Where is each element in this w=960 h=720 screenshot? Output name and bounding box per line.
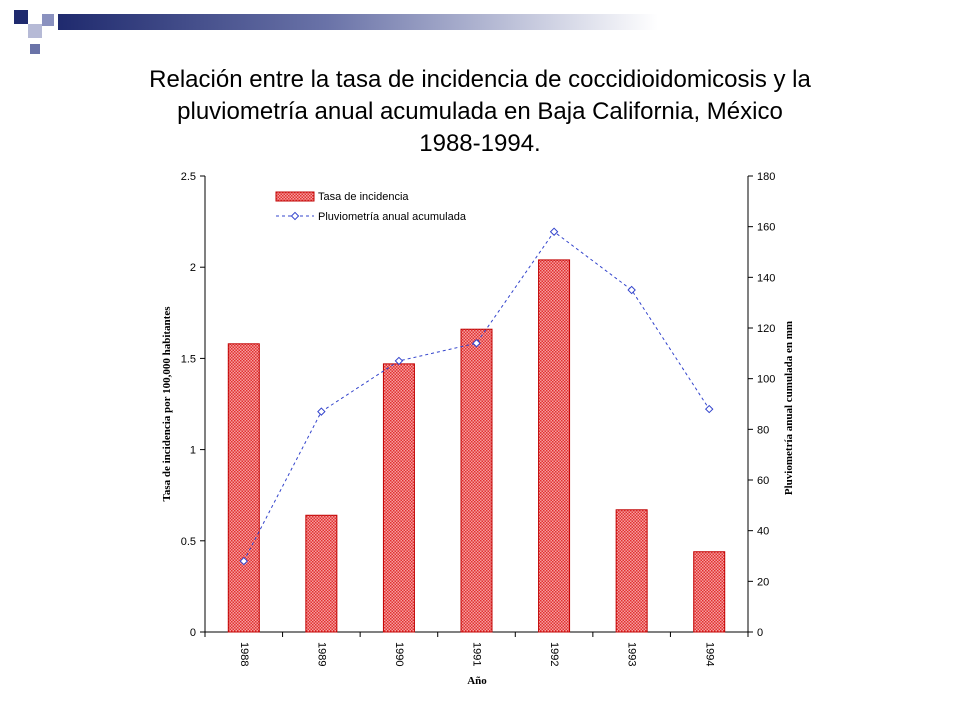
right-tick-label: 20	[757, 576, 769, 588]
bar-1993	[615, 509, 648, 633]
title-line-3: 1988-1994.	[419, 130, 541, 157]
left-tick-label: 2	[190, 262, 196, 274]
right-tick-label: 40	[757, 526, 769, 538]
bar-1989	[305, 514, 338, 633]
title-line-1: Relación entre la tasa de incidencia de …	[149, 66, 811, 93]
x-category-label: 1994	[703, 642, 715, 666]
slide-title: Relación entre la tasa de incidencia de …	[80, 64, 880, 160]
legend-line-label: Pluviometría anual acumulada	[318, 211, 467, 223]
left-tick-label: 2.5	[181, 171, 196, 183]
deco-square-mid	[42, 14, 54, 26]
right-tick-label: 140	[757, 272, 775, 284]
line-point-1989	[317, 407, 326, 416]
deco-square-small	[30, 44, 40, 54]
right-tick-label: 120	[757, 323, 775, 335]
left-tick-label: 1.5	[181, 353, 196, 365]
bar-1991	[460, 328, 493, 633]
bar-1994	[693, 551, 726, 633]
title-line-2: pluviometría anual acumulada en Baja Cal…	[177, 98, 783, 125]
y2-axis-title: Pluviometría anual cumulada en mm	[783, 321, 795, 495]
line-point-1993	[627, 285, 636, 295]
y-axis-title: Tasa de incidencia por 100,000 habitante…	[161, 306, 173, 502]
right-tick-label: 60	[757, 475, 769, 487]
line-point-1994	[704, 404, 714, 414]
line-point-1990	[394, 356, 404, 366]
legend-line-marker	[290, 211, 300, 221]
right-tick-label: 180	[757, 171, 775, 183]
legend-bar-label: Tasa de incidencia	[318, 191, 409, 203]
bar-1988	[227, 343, 260, 633]
x-axis-title: Año	[467, 675, 487, 687]
corner-decoration	[14, 10, 658, 54]
left-tick-label: 0.5	[181, 536, 196, 548]
right-tick-label: 0	[757, 627, 763, 639]
x-category-label: 1989	[315, 642, 327, 666]
right-tick-label: 100	[757, 374, 775, 386]
legend-bar-swatch	[275, 191, 315, 202]
right-tick-label: 160	[757, 222, 775, 234]
x-category-label: 1988	[238, 642, 250, 666]
left-tick-label: 0	[190, 627, 196, 639]
line-point-1988	[239, 556, 249, 566]
right-tick-label: 80	[757, 424, 769, 436]
left-tick-label: 1	[190, 445, 196, 457]
x-category-label: 1991	[471, 642, 483, 666]
deco-band	[58, 14, 658, 30]
x-category-label: 1990	[393, 642, 405, 666]
deco-square-light	[28, 24, 42, 38]
line-point-1991	[472, 338, 481, 348]
x-category-label: 1992	[548, 642, 560, 666]
deco-square-dark	[14, 10, 28, 24]
line-point-1992	[549, 227, 559, 236]
x-category-label: 1993	[626, 642, 638, 666]
bar-1992	[538, 259, 571, 633]
bar-1990	[382, 363, 415, 633]
